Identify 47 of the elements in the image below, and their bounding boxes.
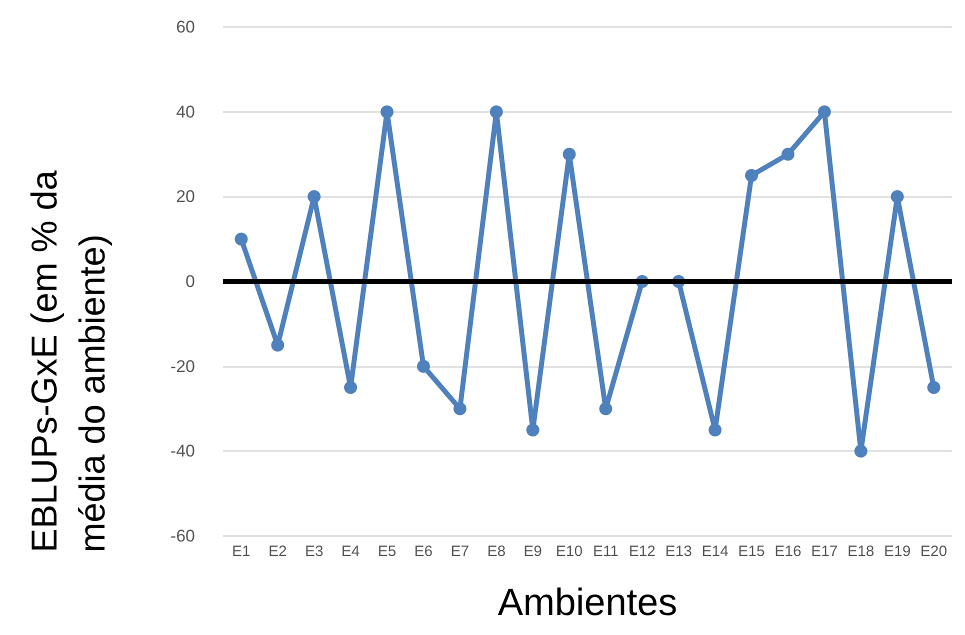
x-tick-label: E12 — [628, 543, 656, 560]
x-tick-label: E2 — [268, 543, 287, 560]
point — [854, 444, 868, 458]
y-tick-label: -20 — [170, 356, 195, 376]
point — [380, 105, 394, 118]
y-tick-label: 0 — [186, 272, 195, 291]
x-tick-label: E17 — [811, 543, 838, 560]
y-tick-label: 20 — [176, 187, 195, 206]
point — [344, 381, 358, 394]
x-tick-label: E11 — [592, 543, 619, 560]
x-tick-label: E15 — [738, 543, 765, 560]
point — [562, 148, 576, 161]
point — [745, 168, 758, 182]
point — [490, 105, 503, 118]
x-tick-label: E6 — [414, 543, 433, 560]
x-tick-label: E13 — [665, 543, 692, 560]
point — [416, 360, 430, 373]
point — [271, 338, 284, 352]
x-tick-label: E18 — [848, 543, 874, 560]
point — [526, 423, 540, 436]
x-axis-title: Ambientes — [498, 582, 678, 624]
x-tick-label: E16 — [774, 543, 802, 560]
y-axis-title: EBLUPs-GxE (em % da média do ambiente) — [24, 160, 112, 552]
x-tick-label: E19 — [884, 543, 911, 560]
point — [453, 402, 466, 416]
point — [890, 190, 904, 204]
point — [927, 381, 940, 394]
x-tick-label: E8 — [487, 543, 506, 560]
point — [818, 105, 831, 118]
x-tick-label: E14 — [702, 543, 728, 560]
x-tick-label: E3 — [304, 543, 324, 560]
x-tick-label: E9 — [524, 543, 542, 560]
y-tick-label: 40 — [176, 102, 195, 122]
y-tick-label: -60 — [170, 526, 195, 546]
x-tick-label: E1 — [232, 543, 250, 560]
point — [708, 423, 722, 436]
y-tick-label: -40 — [170, 442, 195, 461]
point — [308, 190, 321, 204]
x-tick-label: E10 — [556, 543, 583, 560]
x-tick-label: E4 — [341, 543, 360, 560]
point — [781, 148, 794, 161]
x-tick-label: E20 — [920, 543, 948, 560]
y-tick-label: 60 — [176, 18, 195, 36]
point — [234, 232, 248, 246]
x-tick-label: E5 — [378, 543, 396, 560]
point — [599, 402, 612, 416]
x-tick-label: E7 — [450, 543, 470, 560]
